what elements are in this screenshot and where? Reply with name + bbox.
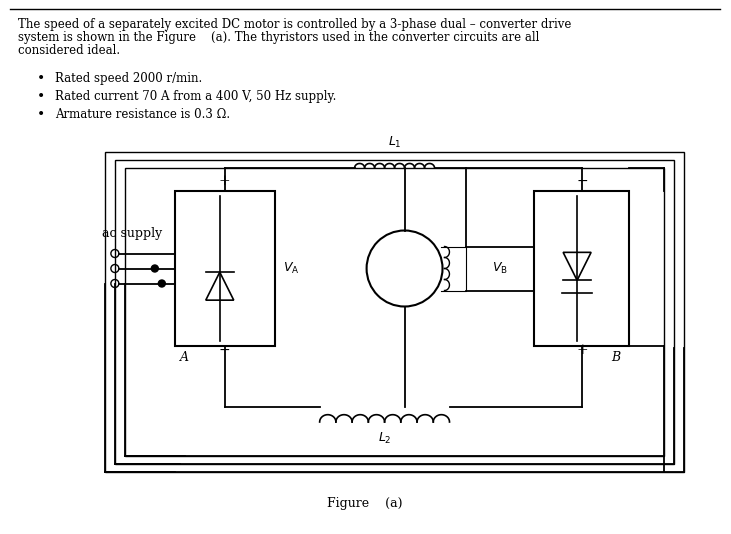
- Text: Armature resistance is 0.3 Ω.: Armature resistance is 0.3 Ω.: [55, 108, 230, 121]
- Text: −: −: [576, 174, 588, 188]
- Text: system is shown in the Figure    (a). The thyristors used in the converter circu: system is shown in the Figure (a). The t…: [18, 31, 539, 44]
- Bar: [534, 191, 629, 346]
- Text: The speed of a separately excited DC motor is controlled by a 3-phase dual – con: The speed of a separately excited DC mot…: [18, 18, 572, 31]
- Text: Figure    (a): Figure (a): [327, 498, 402, 511]
- Text: •: •: [37, 90, 45, 104]
- Circle shape: [367, 231, 442, 307]
- Text: +: +: [576, 343, 588, 357]
- Text: $V_{\mathrm{A}}$: $V_{\mathrm{A}}$: [283, 261, 299, 276]
- Circle shape: [159, 280, 165, 287]
- Text: •: •: [37, 108, 45, 122]
- Text: ac supply: ac supply: [102, 227, 162, 240]
- Text: $V_{\mathrm{B}}$: $V_{\mathrm{B}}$: [493, 261, 508, 276]
- Text: A: A: [180, 351, 189, 364]
- Text: considered ideal.: considered ideal.: [18, 44, 120, 57]
- Text: +: +: [219, 174, 230, 188]
- Text: $L_1$: $L_1$: [387, 135, 401, 150]
- Text: Rated speed 2000 r/min.: Rated speed 2000 r/min.: [55, 72, 202, 85]
- Circle shape: [151, 265, 159, 272]
- Text: B: B: [611, 351, 621, 364]
- Text: $L_2$: $L_2$: [378, 431, 391, 446]
- Text: −: −: [219, 343, 230, 357]
- Text: Rated current 70 A from a 400 V, 50 Hz supply.: Rated current 70 A from a 400 V, 50 Hz s…: [55, 90, 336, 103]
- Bar: [175, 191, 275, 346]
- Text: •: •: [37, 72, 45, 86]
